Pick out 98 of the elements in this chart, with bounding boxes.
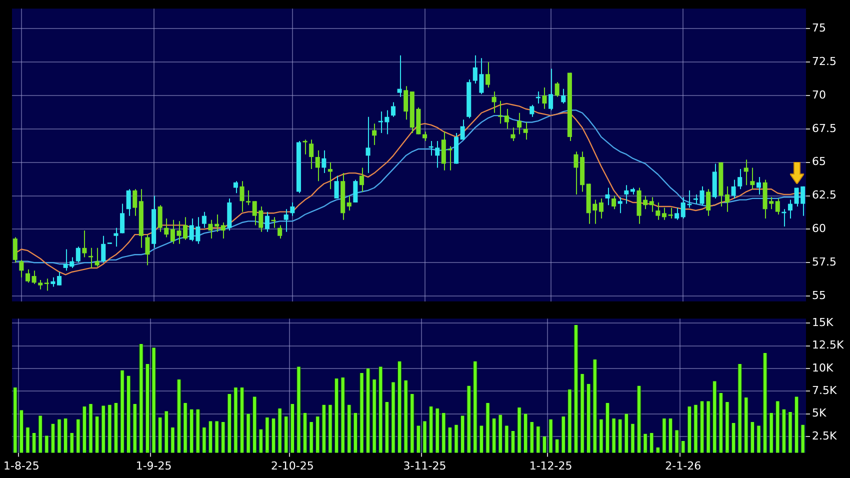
candlestick [328, 162, 332, 190]
candlestick [25, 268, 30, 284]
candlestick [724, 186, 730, 212]
candlestick [649, 196, 654, 212]
candlestick [731, 179, 736, 199]
candlestick [346, 195, 352, 211]
candlestick [120, 203, 125, 234]
candlestick [788, 199, 793, 220]
y-tick-label: 57.5 [812, 255, 836, 268]
y-tick-label: 70 [812, 88, 826, 102]
y-tick-label: 2.5K [812, 429, 838, 442]
y-tick-label: 65 [812, 155, 826, 168]
y-tick-label: 7.5K [812, 384, 838, 397]
candlestick [82, 230, 87, 258]
candlestick [486, 62, 490, 88]
x-tick-label: 2-1-26 [665, 459, 702, 472]
y-tick-label: 75 [812, 22, 826, 35]
candlestick [12, 236, 18, 264]
candlestick [605, 187, 610, 206]
y-tick-label: 67.5 [812, 122, 836, 135]
candlestick [510, 127, 516, 142]
candlestick [88, 247, 94, 268]
candlestick [315, 150, 320, 182]
candlestick [290, 202, 295, 216]
candlestick [322, 150, 326, 174]
candlestick [202, 211, 206, 228]
x-tick-label: 1-8-25 [3, 459, 40, 472]
candlestick [656, 202, 660, 220]
candlestick [114, 227, 118, 248]
candlestick [334, 175, 339, 199]
candlestick [390, 102, 396, 118]
candlestick [750, 167, 755, 190]
y-tick-label: 62.5 [812, 188, 836, 202]
candlestick [56, 271, 62, 286]
y-tick-label: 12.5K [812, 338, 844, 352]
candlestick [233, 180, 238, 194]
candlestick [738, 168, 742, 190]
candlestick [744, 159, 748, 186]
candlestick [302, 139, 308, 155]
y-tick-label: 15K [812, 316, 834, 329]
candlestick [693, 194, 698, 204]
candlestick [700, 186, 704, 206]
candlestick [397, 54, 402, 98]
candlestick [542, 86, 547, 110]
candlestick [460, 119, 465, 140]
candlestick [359, 167, 364, 192]
candlestick [38, 280, 43, 290]
candlestick [706, 188, 711, 216]
y-tick-label: 55 [812, 288, 826, 302]
candlestick [126, 188, 131, 216]
candlestick [264, 211, 270, 232]
candlestick [517, 112, 522, 135]
candlestick [158, 204, 162, 232]
candlestick [19, 259, 24, 278]
candlestick [145, 234, 150, 266]
candlestick [94, 247, 100, 268]
y-tick-label: 72.5 [812, 54, 836, 68]
candlestick [554, 82, 560, 98]
candlestick [278, 224, 282, 240]
candlestick [32, 270, 36, 285]
candlestick [598, 198, 604, 220]
candlestick [435, 140, 440, 168]
candlestick [101, 235, 106, 264]
candlestick [523, 122, 528, 140]
candlestick [372, 123, 377, 146]
candlestick [76, 246, 80, 264]
candlestick [674, 207, 680, 220]
candlestick [618, 196, 622, 214]
candlestick [404, 86, 408, 120]
y-tick-label: 60 [812, 222, 826, 236]
candlestick [530, 104, 534, 118]
candlestick [612, 195, 616, 210]
candlestick [504, 108, 509, 130]
candlestick [756, 176, 762, 195]
candlestick [548, 68, 554, 111]
candlestick [366, 116, 370, 174]
candlestick [44, 278, 49, 292]
candlestick [220, 222, 226, 240]
candlestick [492, 90, 496, 114]
candlestick [132, 188, 138, 216]
candlestick [422, 131, 428, 142]
candlestick [50, 276, 56, 288]
x-tick-label: 1-12-25 [529, 459, 572, 472]
y-tick-label: 5K [812, 406, 827, 420]
x-tick-label: 2-10-25 [270, 459, 314, 472]
candlestick [775, 198, 780, 215]
candlestick [164, 218, 169, 238]
candlestick [561, 88, 566, 104]
candlestick [309, 139, 314, 170]
x-tick-label: 3-11-25 [403, 459, 446, 472]
candlestick [240, 180, 244, 212]
candlestick [498, 100, 503, 124]
candlestick [284, 208, 288, 232]
candlestick [624, 184, 629, 204]
candlestick [353, 179, 358, 203]
x-tick-label: 1-9-25 [136, 459, 172, 472]
y-tick-label: 10K [812, 361, 834, 374]
candlestick [246, 190, 251, 206]
